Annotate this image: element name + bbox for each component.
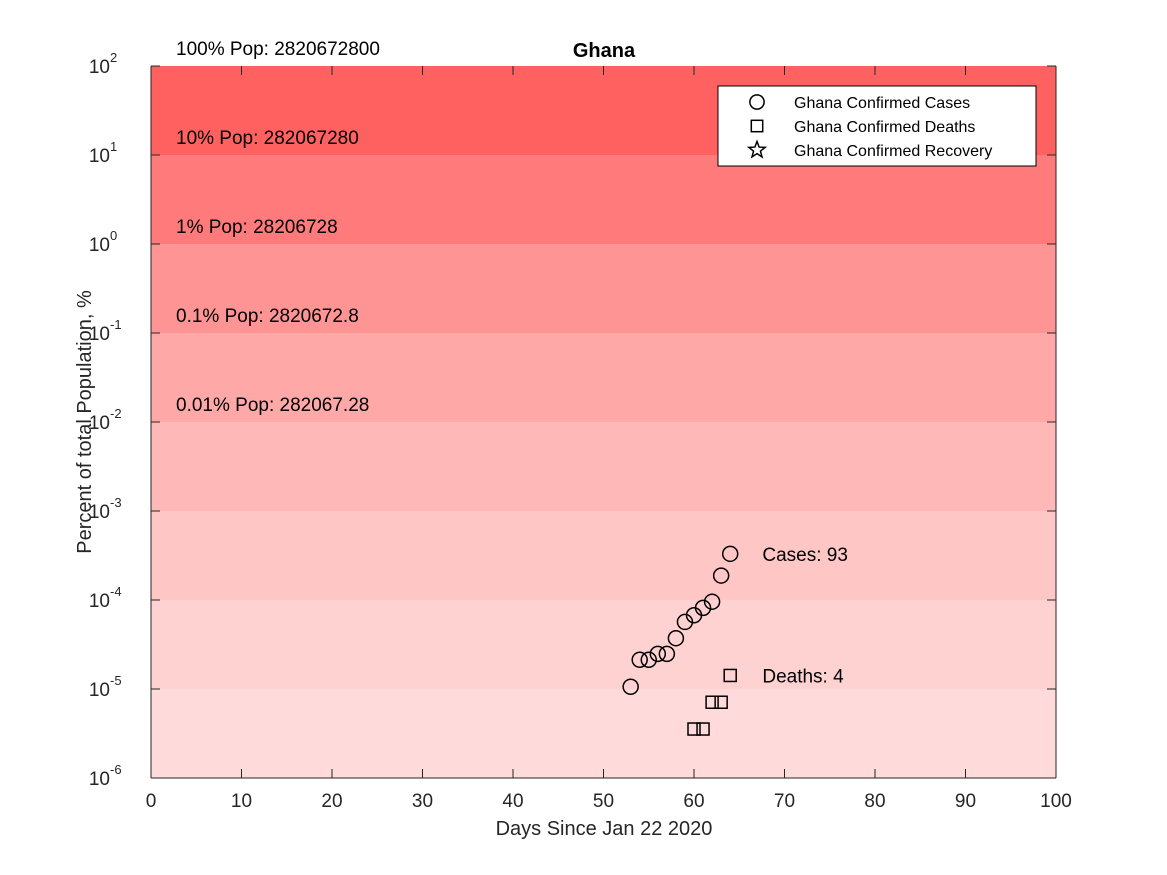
chart-title: Ghana: [573, 40, 636, 62]
cases-point: [703, 593, 721, 610]
deaths-point: [696, 722, 710, 736]
legend-marker: [750, 119, 764, 133]
band-decade: [151, 511, 1056, 600]
y-tick-exponent: 2: [110, 50, 117, 65]
y-tick-exponent: -5: [110, 673, 122, 688]
band-decade: [151, 689, 1056, 778]
cases-point: [631, 651, 648, 669]
y-tick-exponent: -3: [110, 495, 122, 510]
y-tick-label: 10: [89, 769, 110, 790]
axes: 0 10 20 30 40 50 60 70 80 90 10010-610-510-410-310…: [89, 50, 1072, 812]
y-tick-exponent: 0: [110, 228, 117, 243]
y-tick-exponent: -1: [110, 317, 122, 332]
band-label: 100% Pop: 2820672800: [176, 39, 380, 60]
cases-point: [622, 678, 639, 695]
x-tick-label: 30: [412, 791, 433, 812]
x-axis-title: Days Since Jan 22 2020: [496, 818, 713, 840]
legend-marker: [749, 94, 765, 110]
band-decade: [151, 422, 1056, 511]
x-tick-label: 50: [593, 791, 614, 812]
y-tick-exponent: -4: [110, 584, 122, 599]
deaths-point: [723, 668, 737, 683]
band-label: 10% Pop: 282067280: [176, 128, 359, 149]
band-decade: [151, 600, 1056, 689]
y-tick-label: 10: [89, 502, 110, 523]
population-bands: [151, 66, 1056, 778]
cases-point: [640, 651, 657, 669]
cases-point: [667, 629, 685, 647]
legend-marker: [746, 139, 768, 159]
x-tick-label: 80: [864, 791, 885, 812]
x-tick-label: 20: [321, 791, 342, 812]
legend-label: Ghana Confirmed Recovery: [794, 143, 992, 160]
band-decade: [151, 333, 1056, 422]
x-tick-label: 90: [955, 791, 976, 812]
band-labels: 100% Pop: 2820672800 10% Pop: 282067280 1%…: [176, 39, 380, 416]
y-tick-label: 10: [89, 591, 110, 612]
deaths-point: [714, 695, 728, 709]
legend-label: Ghana Confirmed Cases: [794, 95, 970, 112]
x-tick-label: 0: [146, 791, 157, 812]
x-tick-label: 60: [683, 791, 704, 812]
cases-point: [658, 645, 676, 663]
band-label: 0.1% Pop: 2820672.8: [176, 306, 359, 327]
cases-point: [649, 645, 667, 663]
y-tick-label: 10: [89, 680, 110, 701]
band-label: 1% Pop: 28206728: [176, 217, 338, 238]
deaths-point: [705, 695, 719, 709]
annotation-label: Deaths: 4: [762, 666, 844, 687]
x-tick-label: 10: [231, 791, 252, 812]
band-decade: [151, 244, 1056, 333]
legend: Ghana Confirmed Cases Ghana Confirmed Dea…: [717, 85, 1037, 167]
y-tick-exponent: -6: [110, 762, 122, 777]
cases-point: [721, 545, 739, 563]
cases-point: [712, 567, 730, 584]
cases-point: [694, 599, 712, 617]
deaths-point: [687, 722, 701, 736]
y-tick-exponent: -2: [110, 406, 122, 421]
annotations: Cases: 93 Deaths: 4: [762, 545, 848, 688]
y-tick-label: 10: [89, 57, 110, 78]
x-tick-label: 100: [1040, 791, 1072, 812]
legend-box: [717, 85, 1037, 167]
y-tick-label: 10: [89, 235, 110, 256]
x-tick-label: 70: [774, 791, 795, 812]
annotation-label: Cases: 93: [762, 545, 848, 566]
band-label: 0.01% Pop: 282067.28: [176, 395, 369, 416]
y-axis-title: Percent of total Population, %: [74, 290, 96, 554]
x-tick-label: 40: [502, 791, 523, 812]
data-points: [622, 545, 739, 736]
band-decade: [151, 155, 1056, 244]
y-tick-label: 10: [89, 146, 110, 167]
y-tick-label: 10: [89, 324, 110, 345]
y-tick-label: 10: [89, 413, 110, 434]
y-tick-exponent: 1: [110, 139, 117, 154]
legend-label: Ghana Confirmed Deaths: [794, 119, 975, 136]
